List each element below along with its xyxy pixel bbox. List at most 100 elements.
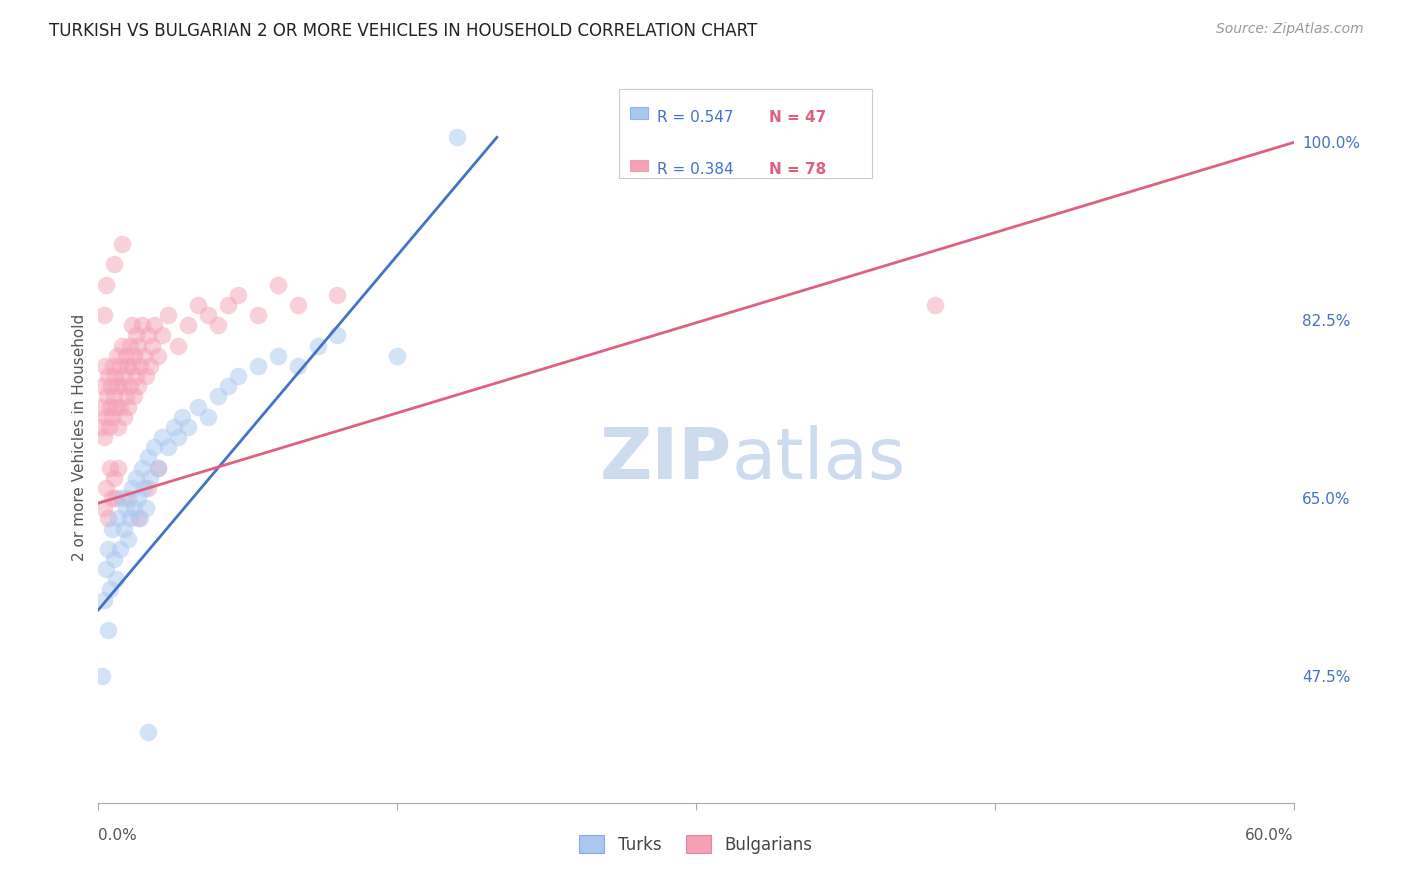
Point [121, 481, 143, 495]
Point [111, 491, 134, 505]
Point [120, 379, 142, 393]
Point [98, 400, 122, 414]
Point [93, 430, 115, 444]
Point [111, 339, 134, 353]
Point [98, 582, 122, 597]
Point [97, 511, 120, 525]
Point [111, 379, 134, 393]
Point [124, 389, 146, 403]
Point [246, 359, 269, 373]
Point [112, 409, 135, 424]
Point [125, 369, 148, 384]
Point [134, 349, 156, 363]
Point [107, 420, 129, 434]
Point [307, 339, 329, 353]
Point [446, 130, 468, 145]
Point [924, 298, 946, 312]
Point [93, 592, 115, 607]
Point [115, 501, 138, 516]
Point [226, 369, 249, 384]
Text: Source: ZipAtlas.com: Source: ZipAtlas.com [1216, 22, 1364, 37]
Point [127, 339, 149, 353]
Point [125, 471, 148, 485]
Point [96, 409, 118, 424]
Point [187, 298, 209, 312]
Point [124, 349, 146, 363]
Point [117, 359, 139, 373]
Point [131, 318, 153, 333]
Point [93, 501, 115, 516]
Point [143, 440, 166, 454]
Point [124, 501, 146, 516]
Point [136, 481, 159, 495]
Point [101, 491, 124, 505]
Point [103, 552, 125, 566]
Text: 60.0%: 60.0% [1246, 828, 1294, 843]
Point [135, 369, 157, 384]
Point [93, 379, 115, 393]
Point [197, 308, 219, 322]
Point [150, 328, 173, 343]
Point [100, 379, 122, 393]
Point [129, 359, 152, 373]
Text: N = 47: N = 47 [769, 110, 827, 125]
Point [101, 409, 124, 424]
Point [148, 460, 170, 475]
Point [121, 318, 143, 333]
Point [105, 349, 128, 363]
Point [127, 379, 149, 393]
Point [127, 491, 149, 505]
Point [107, 511, 129, 525]
Point [148, 349, 170, 363]
Point [136, 724, 159, 739]
Point [326, 288, 349, 302]
Point [134, 481, 156, 495]
Point [97, 623, 120, 637]
Point [287, 359, 309, 373]
Point [117, 532, 139, 546]
Point [120, 339, 142, 353]
Point [103, 257, 125, 271]
Point [97, 541, 120, 556]
Text: N = 78: N = 78 [769, 162, 827, 178]
Point [105, 572, 128, 586]
Point [117, 491, 139, 505]
Point [217, 298, 239, 312]
Point [246, 308, 269, 322]
Text: ZIP: ZIP [599, 425, 733, 493]
Point [96, 562, 118, 576]
Text: 0.0%: 0.0% [98, 828, 138, 843]
Point [96, 277, 118, 292]
Point [267, 349, 290, 363]
Point [115, 389, 138, 403]
Point [157, 440, 180, 454]
Point [120, 511, 142, 525]
Point [217, 379, 239, 393]
Point [110, 400, 132, 414]
Point [139, 471, 162, 485]
Point [96, 389, 118, 403]
Point [97, 369, 120, 384]
Point [207, 318, 229, 333]
Point [207, 389, 229, 403]
Text: R = 0.547: R = 0.547 [657, 110, 733, 125]
Point [115, 349, 138, 363]
Point [141, 339, 163, 353]
Text: TURKISH VS BULGARIAN 2 OR MORE VEHICLES IN HOUSEHOLD CORRELATION CHART: TURKISH VS BULGARIAN 2 OR MORE VEHICLES … [49, 22, 758, 40]
Point [111, 237, 134, 252]
Point [112, 369, 135, 384]
Point [112, 521, 135, 535]
Point [105, 400, 128, 414]
Point [104, 369, 127, 384]
Point [103, 359, 125, 373]
Text: R = 0.384: R = 0.384 [657, 162, 733, 178]
Point [326, 328, 349, 343]
Point [177, 420, 200, 434]
Point [107, 460, 129, 475]
Point [267, 277, 290, 292]
Point [148, 460, 170, 475]
Point [107, 379, 129, 393]
Point [136, 328, 159, 343]
Point [90, 420, 112, 434]
Point [136, 450, 159, 465]
